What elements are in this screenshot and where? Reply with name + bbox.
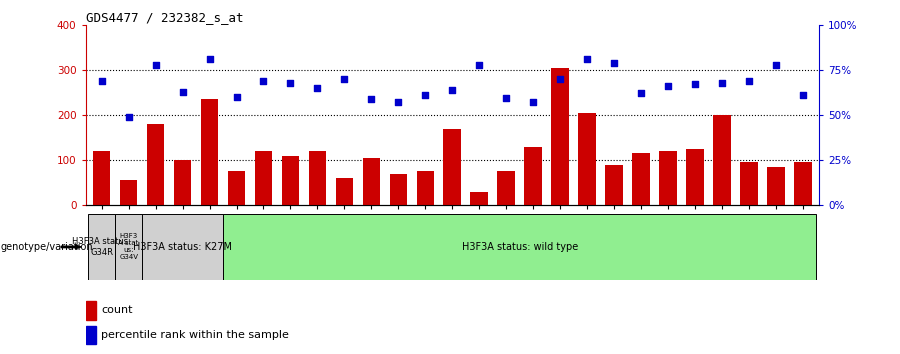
Bar [606,165,623,205]
Point [796,92,810,98]
Bar [115,214,142,280]
Bar [93,151,111,205]
Point [607,60,621,66]
Point [148,63,163,68]
Point [392,99,406,104]
Point [472,63,486,68]
Text: H3F3A status: wild type: H3F3A status: wild type [462,242,578,252]
Text: H3F3
A stat
us:
G34V: H3F3 A stat us: G34V [119,233,139,261]
Text: H3F3A status:
G34R: H3F3A status: G34R [72,237,131,257]
Bar [228,171,246,205]
Bar [552,68,569,205]
Text: count: count [102,305,133,315]
Bar [336,178,353,205]
Bar [525,147,542,205]
Text: genotype/variation: genotype/variation [1,242,94,252]
Bar [86,301,96,320]
Point [202,56,217,62]
Point [94,78,109,84]
Point [176,90,190,95]
Bar [471,192,488,205]
Point [256,78,271,84]
Point [122,114,136,120]
Point [769,63,783,68]
Bar [659,151,677,205]
Bar [309,151,326,205]
Bar [579,113,596,205]
Point [364,96,379,102]
Bar [282,156,299,205]
Point [499,96,513,101]
Point [634,91,648,96]
Bar [147,124,165,205]
Point [310,85,325,91]
Bar [390,174,407,205]
Bar [120,181,138,205]
Point [742,78,756,84]
Point [661,83,675,88]
Point [688,81,702,87]
Bar [767,167,785,205]
Text: percentile rank within the sample: percentile rank within the sample [102,330,289,340]
Bar [444,129,461,205]
Point [230,94,244,100]
Bar [417,171,434,205]
Bar [686,149,704,205]
Bar [201,99,219,205]
Bar [88,214,115,280]
Point [526,99,540,104]
Point [338,76,352,82]
Bar [142,214,223,280]
Text: GDS4477 / 232382_s_at: GDS4477 / 232382_s_at [86,11,243,24]
Bar [713,115,731,205]
Bar [255,151,272,205]
Point [418,92,433,98]
Bar [363,158,380,205]
Text: H3F3A status: K27M: H3F3A status: K27M [133,242,232,252]
Bar [498,171,515,205]
Point [580,56,594,62]
Bar [174,160,192,205]
Point [284,81,298,86]
Bar [794,162,812,205]
Bar [223,214,816,280]
Point [715,81,729,86]
Bar [633,153,650,205]
Point [445,87,459,93]
Bar [86,326,96,344]
Bar [740,162,758,205]
Point [553,76,567,82]
